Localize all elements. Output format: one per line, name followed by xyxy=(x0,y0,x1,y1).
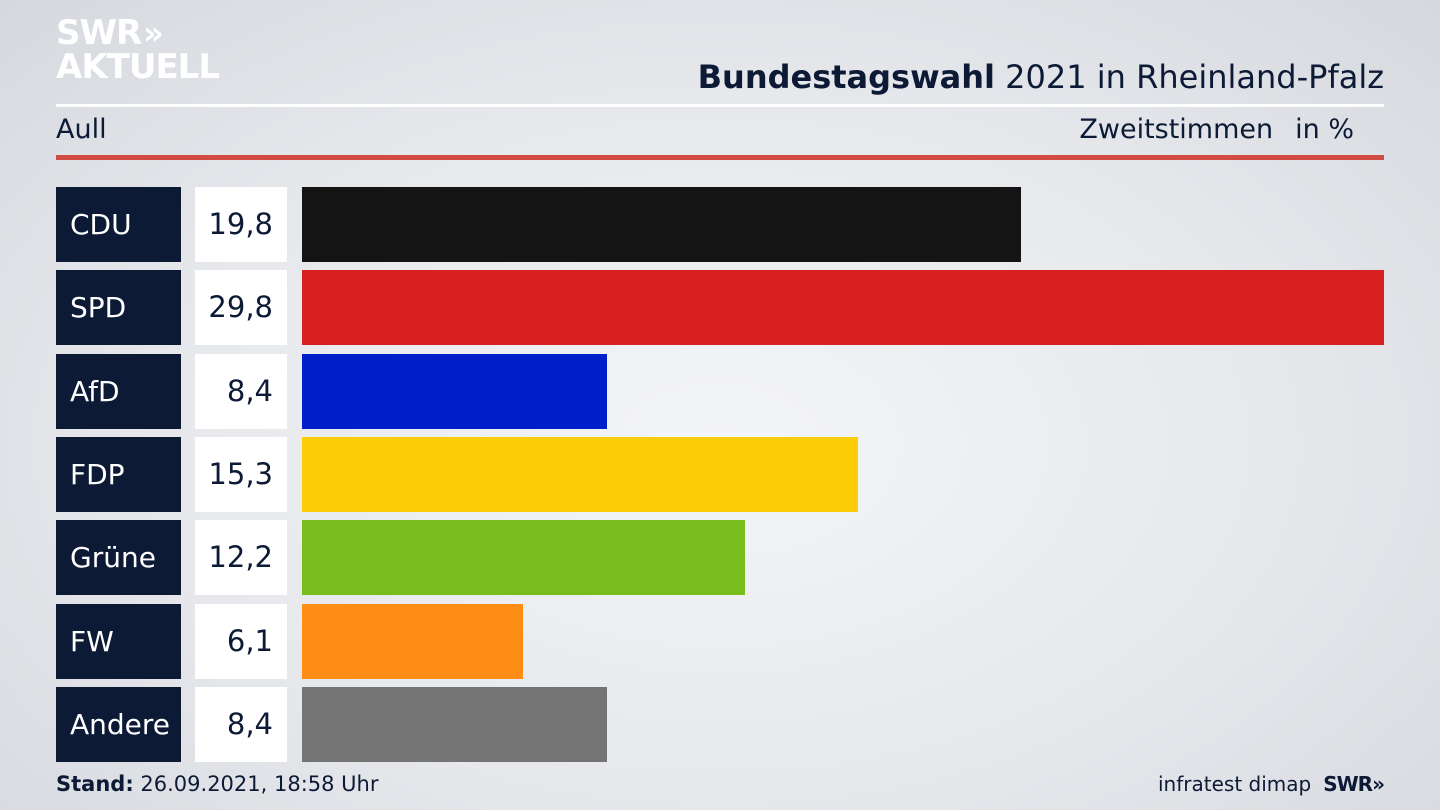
title-bold: Bundestagswahl xyxy=(697,58,995,96)
party-label: Andere xyxy=(56,686,181,762)
bar xyxy=(302,270,1384,346)
stand-timestamp: Stand: 26.09.2021, 18:58 Uhr xyxy=(56,772,379,796)
unit-label: in % xyxy=(1295,114,1354,145)
swr-footer-logo: SWR» xyxy=(1323,772,1385,796)
swr-aktuell-logo: SWR» AKTUELL xyxy=(56,13,220,87)
bar xyxy=(302,436,858,512)
value-label: 8,4 xyxy=(195,686,287,762)
logo-aktuell-text: AKTUELL xyxy=(56,47,220,87)
subheader-divider xyxy=(56,155,1384,160)
page-title: Bundestagswahl 2021 in Rheinland-Pfalz xyxy=(698,58,1384,96)
title-rest: 2021 in Rheinland-Pfalz xyxy=(995,58,1384,96)
bar xyxy=(302,353,607,429)
bar xyxy=(302,520,745,596)
value-label: 8,4 xyxy=(195,353,287,429)
logo-chevron-icon: » xyxy=(143,14,163,52)
party-label: FDP xyxy=(56,436,181,512)
bar xyxy=(302,187,1021,262)
party-label: AfD xyxy=(56,353,181,429)
party-label: FW xyxy=(56,603,181,679)
header-divider xyxy=(56,104,1384,107)
stand-label: Stand: xyxy=(56,772,134,796)
stand-value: 26.09.2021, 18:58 Uhr xyxy=(133,772,379,796)
bar xyxy=(302,603,524,679)
value-label: 12,2 xyxy=(195,520,287,596)
value-label: 19,8 xyxy=(195,187,287,262)
logo-swr-text: SWR xyxy=(56,13,142,53)
value-label: 6,1 xyxy=(195,603,287,679)
zweitstimmen-label: Zweitstimmen xyxy=(1079,114,1274,145)
party-label: CDU xyxy=(56,187,181,262)
value-label: 15,3 xyxy=(195,436,287,512)
source-label: infratest dimap xyxy=(1158,772,1312,796)
source-credit: infratest dimap SWR» xyxy=(1158,772,1385,796)
measure-label: Zweitstimmen in % xyxy=(1079,114,1354,145)
party-label: SPD xyxy=(56,270,181,346)
party-label: Grüne xyxy=(56,520,181,596)
constituency-label: Aull xyxy=(56,114,107,145)
value-label: 29,8 xyxy=(195,270,287,346)
bar xyxy=(302,686,607,762)
